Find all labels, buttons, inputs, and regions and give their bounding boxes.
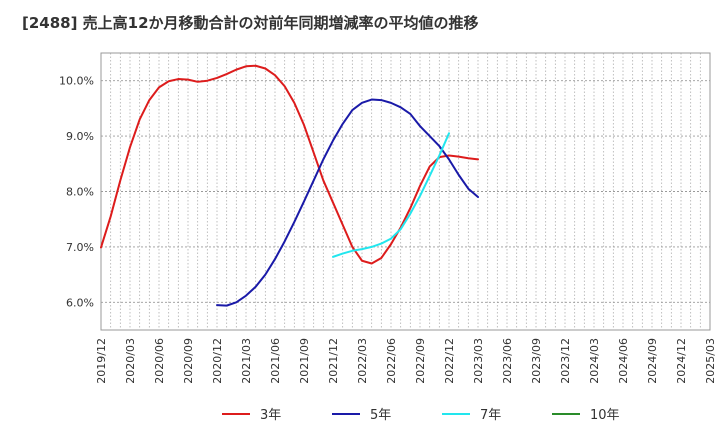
x-tick-label: 2024/06 <box>617 338 630 384</box>
x-tick-label: 2020/03 <box>124 338 137 384</box>
y-tick-label: 10.0% <box>59 75 94 88</box>
series-line-7年 <box>332 132 450 258</box>
chart-title: [2488] 売上高12か月移動合計の対前年同期増減率の平均値の推移 <box>22 14 479 32</box>
grid-layer <box>101 53 710 330</box>
series-layer <box>100 64 479 307</box>
y-tick-label: 8.0% <box>66 186 94 199</box>
plot-frame <box>100 52 711 331</box>
y-tick-label: 9.0% <box>66 130 94 143</box>
x-tick-label: 2024/03 <box>588 338 601 384</box>
x-tick-label: 2022/12 <box>443 338 456 384</box>
x-tick-label: 2024/09 <box>646 338 659 384</box>
x-tick-label: 2021/06 <box>269 338 282 384</box>
x-tick-label: 2020/06 <box>153 338 166 384</box>
series-line-5年 <box>216 98 479 307</box>
series-line-3年 <box>100 64 479 265</box>
x-tick-label: 2022/09 <box>414 338 427 384</box>
x-tick-label: 2021/12 <box>327 338 340 384</box>
legend: 3年 5年 7年 10年 <box>222 408 620 423</box>
x-tick-label: 2022/06 <box>385 338 398 384</box>
x-tick-label: 2023/06 <box>501 338 514 384</box>
x-tick-label: 2022/03 <box>356 338 369 384</box>
x-tick-label: 2019/12 <box>95 338 108 384</box>
legend-label: 3年 <box>260 408 281 423</box>
x-tick-label: 2021/03 <box>240 338 253 384</box>
x-tick-label: 2025/03 <box>704 338 717 384</box>
x-tick-label: 2020/12 <box>211 338 224 384</box>
y-axis: 6.0% 7.0% 8.0% 9.0% 10.0% <box>59 75 94 310</box>
x-tick-label: 2023/09 <box>530 338 543 384</box>
x-tick-label: 2020/09 <box>182 338 195 384</box>
x-tick-label: 2023/03 <box>472 338 485 384</box>
legend-label: 5年 <box>370 408 391 423</box>
x-tick-label: 2024/12 <box>675 338 688 384</box>
y-tick-label: 7.0% <box>66 241 94 254</box>
x-axis: 2019/12 2020/03 2020/06 2020/09 2020/12 2021/… <box>95 338 717 384</box>
legend-label: 7年 <box>480 408 501 423</box>
x-tick-label: 2023/12 <box>559 338 572 384</box>
y-tick-label: 6.0% <box>66 296 94 309</box>
legend-label: 10年 <box>590 408 620 423</box>
x-tick-label: 2021/09 <box>298 338 311 384</box>
